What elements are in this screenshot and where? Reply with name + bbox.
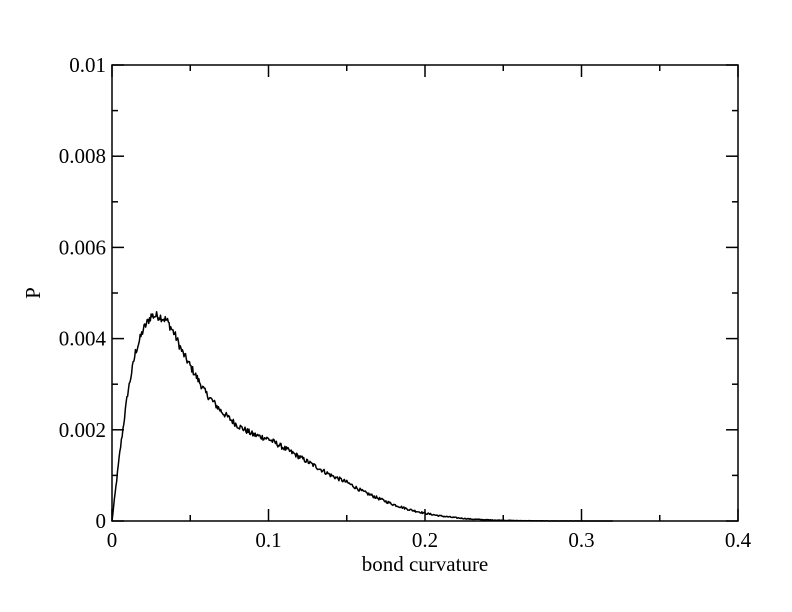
y-axis-label: P <box>21 287 45 299</box>
x-axis-label: bond curvature <box>362 552 489 576</box>
x-tick-label: 0.2 <box>412 528 438 552</box>
y-tick-label: 0.008 <box>59 144 106 168</box>
x-tick-label: 0.1 <box>255 528 281 552</box>
x-tick-label: 0 <box>107 528 118 552</box>
y-tick-label: 0.01 <box>69 53 106 77</box>
axis-ticks <box>111 64 739 522</box>
y-tick-label: 0.004 <box>59 327 107 351</box>
plot-frame <box>111 64 739 522</box>
tick-labels: 0 0.1 0.2 0.3 0.4 0 0.002 0.004 0.006 0.008 0.01 <box>59 53 752 552</box>
x-tick-label: 0.3 <box>568 528 594 552</box>
series-line <box>111 310 613 522</box>
x-tick-label: 0.4 <box>725 528 752 552</box>
y-tick-label: 0 <box>96 509 107 533</box>
y-tick-label: 0.006 <box>59 235 106 259</box>
y-tick-label: 0.002 <box>59 418 106 442</box>
